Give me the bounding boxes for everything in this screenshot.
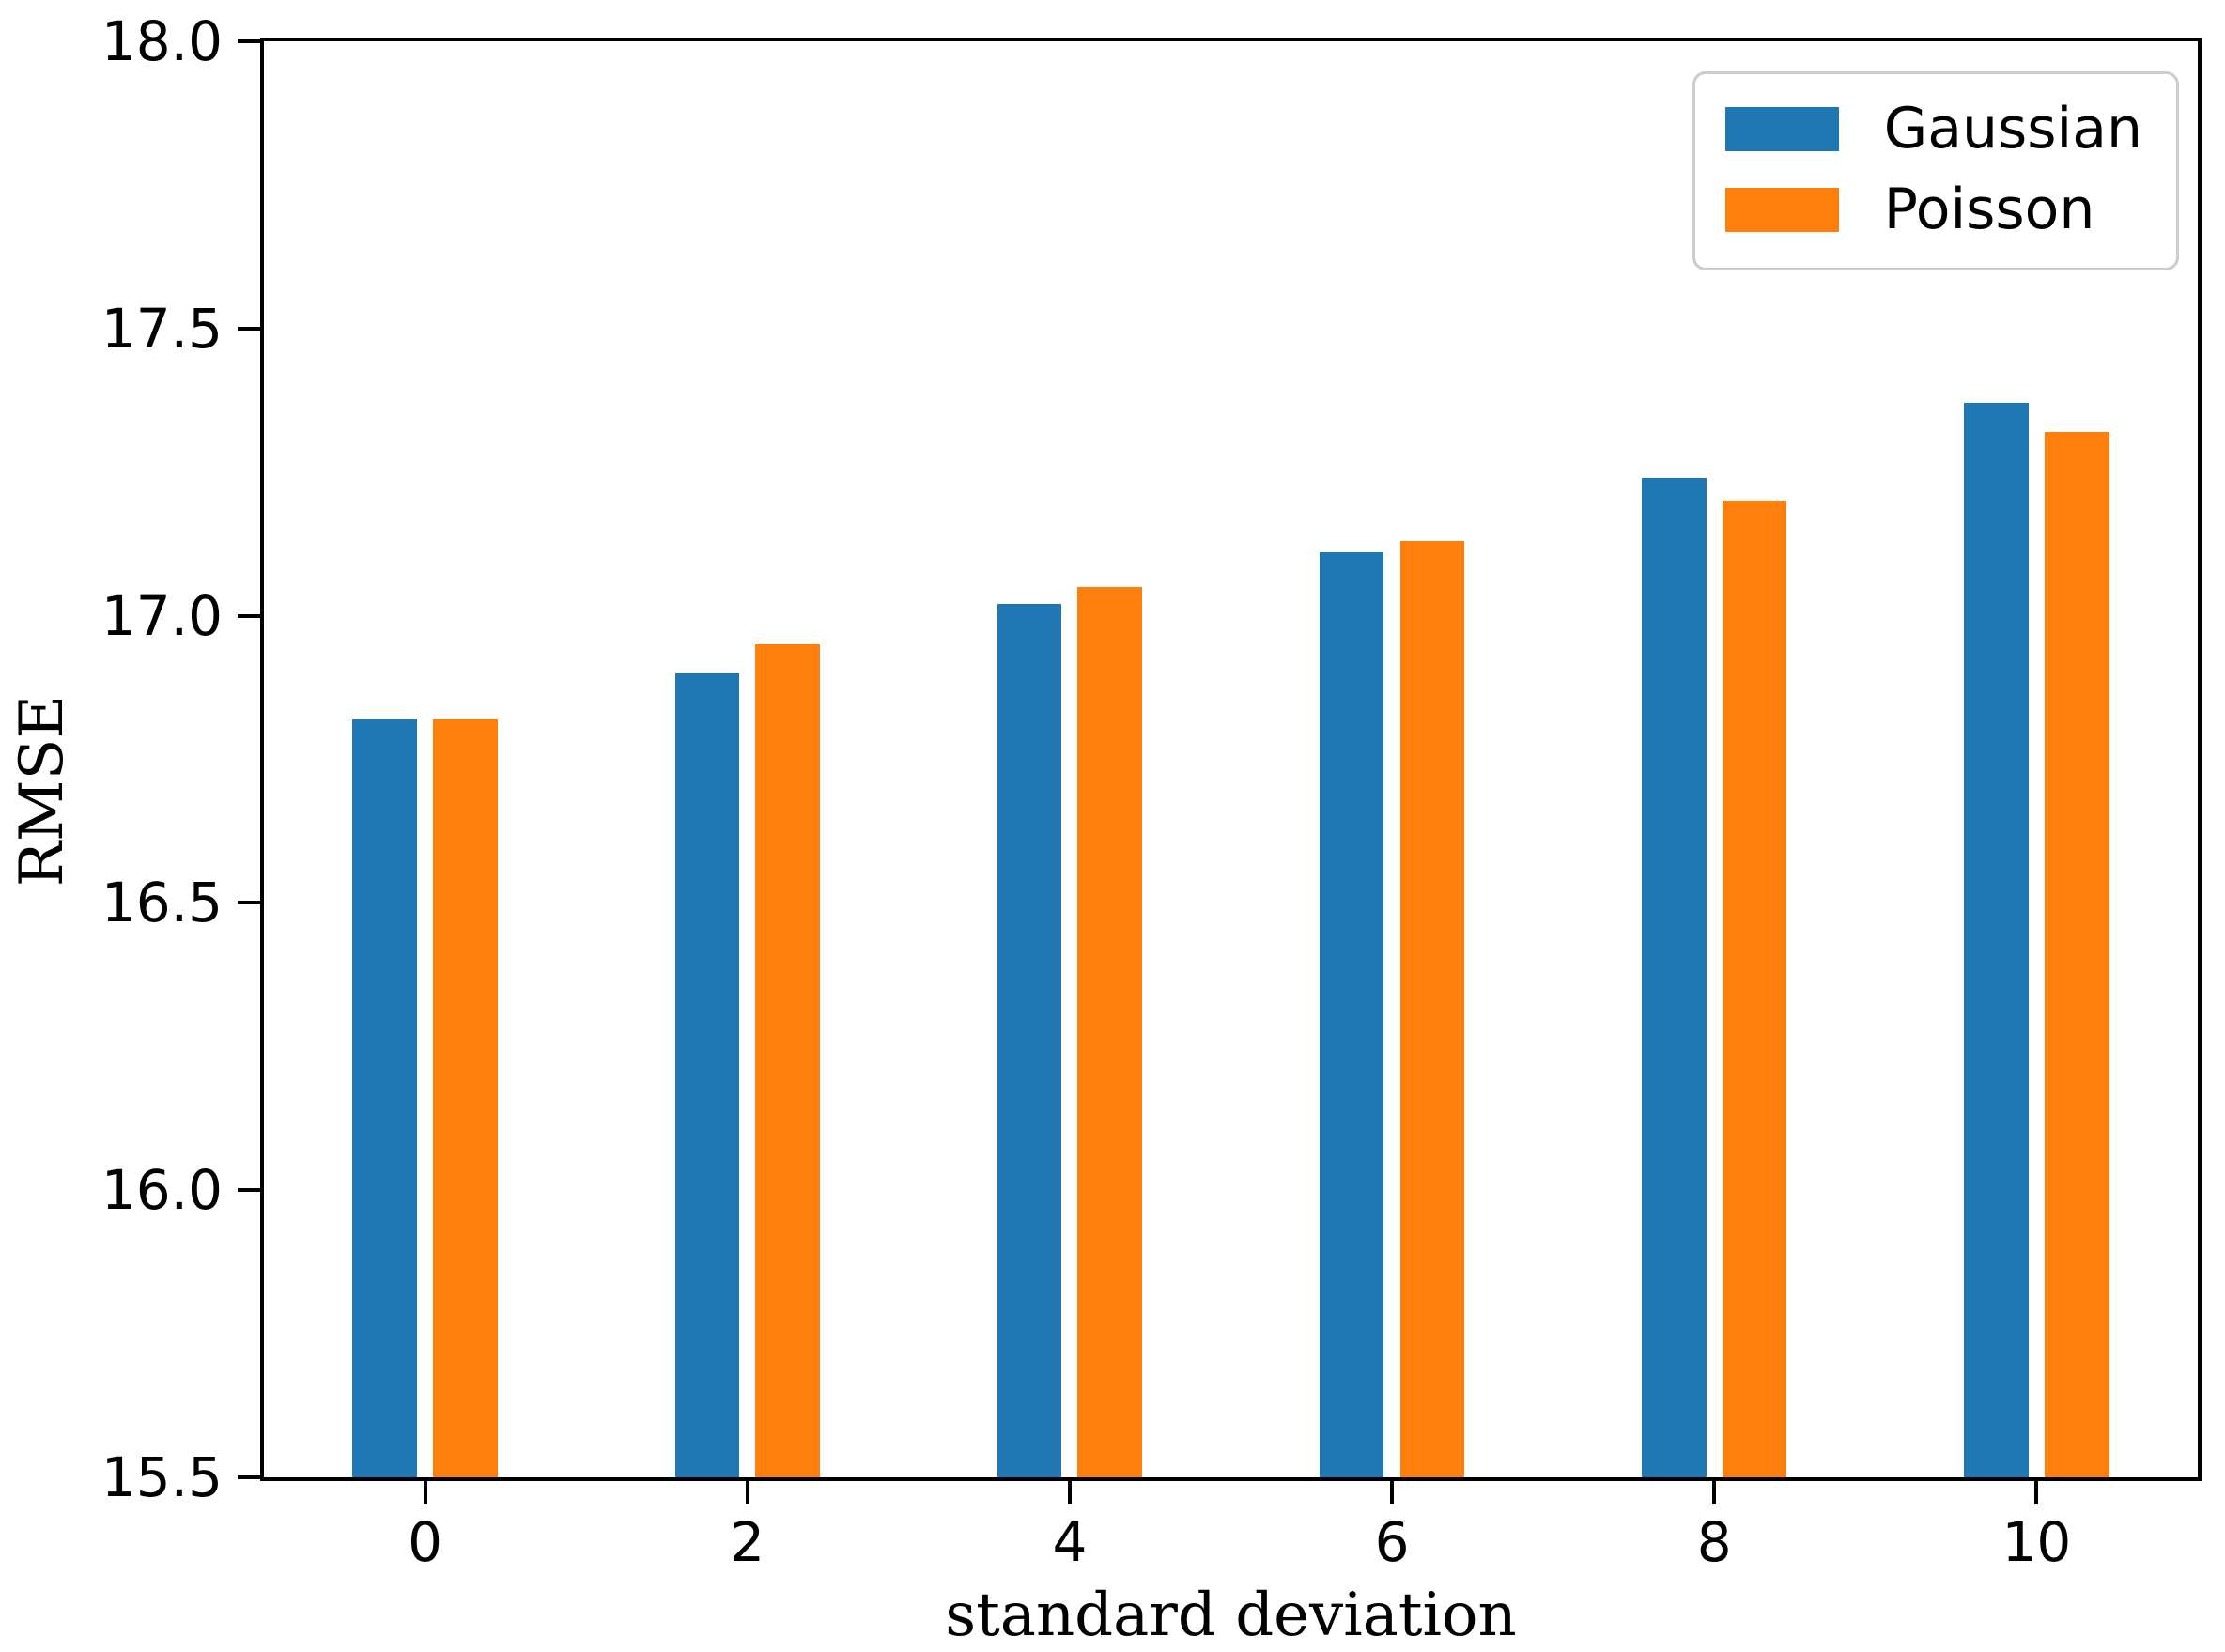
x-tick-label-6: 6 [1374, 1510, 1410, 1574]
legend: Gaussian Poisson [1692, 71, 2179, 270]
y-tick-label-18.0: 18.0 [100, 9, 223, 73]
bar-poisson-x8 [1722, 501, 1787, 1477]
y-tick-label-17.0: 17.0 [100, 583, 223, 648]
x-axis-label: standard deviation [945, 1581, 1517, 1650]
x-tick-0 [423, 1481, 427, 1504]
x-tick-2 [745, 1481, 749, 1504]
legend-swatch-poisson [1724, 187, 1839, 232]
y-tick-label-16.0: 16.0 [100, 1158, 223, 1223]
x-tick-label-10: 10 [2001, 1510, 2072, 1574]
bar-gaussian-x8 [1642, 477, 1707, 1477]
bar-poisson-x0 [433, 718, 498, 1477]
y-tick-18.0 [238, 39, 260, 43]
bar-poisson-x2 [755, 644, 820, 1477]
plot-area: Gaussian Poisson 15.5 16.0 16.5 17.0 17.5 18.0… [101, 14, 2202, 1569]
bar-gaussian-x6 [1319, 552, 1384, 1477]
x-tick-label-2: 2 [730, 1510, 765, 1574]
x-tick-6 [1390, 1481, 1395, 1504]
bar-gaussian-x4 [997, 604, 1062, 1477]
x-tick-label-4: 4 [1052, 1510, 1088, 1574]
legend-label-gaussian: Gaussian [1883, 96, 2142, 162]
legend-item-gaussian: Gaussian [1724, 96, 2142, 162]
y-tick-label-16.5: 16.5 [100, 871, 223, 935]
bar-gaussian-x10 [1964, 403, 2029, 1477]
y-tick-16.5 [238, 901, 260, 905]
x-tick-8 [1712, 1481, 1717, 1504]
y-tick-17.5 [238, 326, 260, 331]
bar-poisson-x6 [1399, 541, 1465, 1477]
y-tick-label-15.5: 15.5 [100, 1445, 223, 1509]
y-axis-label: RMSE [8, 694, 77, 888]
y-tick-17.0 [238, 613, 260, 618]
x-tick-label-8: 8 [1696, 1510, 1732, 1574]
bar-poisson-x10 [2044, 431, 2109, 1477]
y-tick-16.0 [238, 1188, 260, 1193]
bar-gaussian-x0 [352, 718, 417, 1477]
x-tick-10 [2034, 1481, 2039, 1504]
y-tick-15.5 [238, 1475, 260, 1479]
x-tick-4 [1067, 1481, 1072, 1504]
y-tick-label-17.5: 17.5 [100, 296, 223, 361]
bar-gaussian-x2 [674, 672, 740, 1477]
x-tick-label-0: 0 [408, 1510, 443, 1574]
legend-label-poisson: Poisson [1883, 177, 2095, 242]
legend-swatch-gaussian [1724, 106, 1839, 151]
legend-item-poisson: Poisson [1724, 177, 2142, 242]
bar-poisson-x4 [1077, 587, 1143, 1477]
